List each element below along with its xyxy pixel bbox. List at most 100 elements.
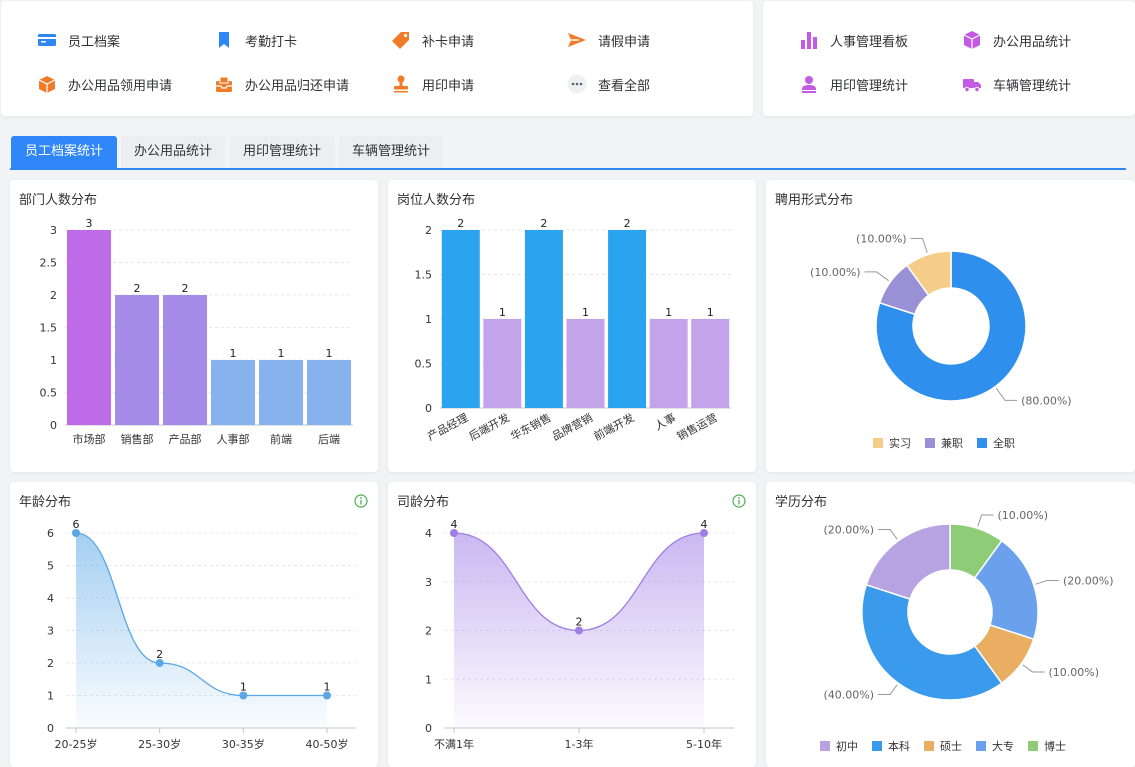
y-tick-label: 1 — [425, 313, 432, 326]
bar[interactable] — [163, 295, 207, 425]
stats-link-1[interactable]: 办公用品统计 — [961, 28, 1071, 52]
pie-slice[interactable] — [875, 250, 1027, 402]
legend-swatch — [872, 741, 882, 751]
slice-label: (20.00%) — [1063, 574, 1114, 587]
bar[interactable] — [115, 295, 159, 425]
label-leader — [878, 684, 898, 696]
bar[interactable] — [211, 360, 255, 425]
bar[interactable] — [649, 319, 688, 408]
bar[interactable] — [259, 360, 303, 425]
legend-swatch — [924, 741, 934, 751]
bar[interactable] — [441, 230, 480, 408]
employ-pie-chart: (80.00%) (10.00%) (10.00%) 实习 兼职 全职 — [810, 233, 1072, 450]
inbox-icon — [213, 73, 235, 95]
stats-link-2[interactable]: 用印管理统计 — [798, 72, 908, 96]
y-tick-label: 4 — [425, 527, 432, 540]
info-icon[interactable] — [732, 494, 746, 508]
slice-label: (20.00%) — [824, 523, 875, 536]
pie-slice[interactable] — [905, 250, 952, 297]
tab-office-supplies-stats[interactable]: 办公用品统计 — [121, 136, 225, 168]
x-tick-label: 人事部 — [217, 432, 250, 446]
legend-swatch — [925, 438, 935, 448]
stats-links-card: 人事管理看板 办公用品统计用印管理统计 车辆管理统计 — [763, 1, 1135, 116]
legend-swatch — [1028, 741, 1038, 751]
quick-link-4[interactable]: 办公用品领用申请 — [36, 72, 172, 96]
link-label: 车辆管理统计 — [993, 78, 1072, 94]
x-tick-label: 华东销售 — [508, 410, 553, 443]
bar[interactable] — [483, 319, 522, 408]
edu-pie-chart: (10.00%) (20.00%) (10.00%) (40.00%) (20.00%)… — [820, 509, 1114, 753]
tab-employee-stats[interactable]: 员工档案统计 — [11, 136, 117, 168]
quick-link-2[interactable]: 补卡申请 — [390, 28, 474, 52]
tab-vehicle-stats[interactable]: 车辆管理统计 — [339, 136, 443, 168]
stats-link-3[interactable]: 车辆管理统计 — [961, 72, 1071, 96]
info-icon[interactable] — [354, 494, 368, 508]
bar[interactable] — [67, 230, 111, 425]
legend-label[interactable]: 博士 — [1044, 740, 1066, 753]
data-label: 2 — [457, 217, 464, 230]
x-tick-label: 后端开发 — [466, 410, 511, 443]
legend-label[interactable]: 硕士 — [940, 740, 962, 753]
data-point[interactable] — [700, 529, 708, 537]
bar[interactable] — [691, 319, 730, 408]
data-point[interactable] — [323, 691, 331, 700]
data-point[interactable] — [575, 626, 583, 635]
data-label: 3 — [86, 217, 93, 230]
data-label: 2 — [576, 616, 583, 629]
stats-link-0[interactable]: 人事管理看板 — [798, 28, 908, 52]
employ-chart-card: 聘用形式分布 (80.00%) (10.00%) (10.00%) 实习 兼职 全职 — [766, 180, 1135, 472]
y-tick-label: 3 — [47, 625, 54, 638]
bar[interactable] — [566, 319, 605, 408]
pie-slice[interactable] — [865, 523, 951, 600]
legend-label[interactable]: 实习 — [889, 436, 911, 450]
legend-label[interactable]: 本科 — [888, 739, 910, 753]
x-tick-label: 后端 — [318, 433, 340, 446]
y-tick-label: 5 — [47, 560, 54, 573]
bar[interactable] — [608, 230, 647, 408]
quick-link-5[interactable]: 办公用品归还申请 — [213, 72, 349, 96]
bar[interactable] — [524, 230, 563, 408]
y-tick-label: 0 — [50, 419, 57, 432]
data-label: 2 — [134, 282, 141, 295]
x-tick-label: 产品经理 — [425, 410, 470, 443]
series-line — [75, 532, 327, 697]
x-tick-label: 25-30岁 — [138, 737, 181, 751]
quick-link-1[interactable]: 考勤打卡 — [213, 28, 297, 52]
y-tick-label: 2 — [50, 289, 57, 302]
bar[interactable] — [307, 360, 351, 425]
legend-label[interactable]: 初中 — [836, 739, 858, 753]
data-point[interactable] — [239, 691, 248, 700]
pie-slice[interactable] — [861, 583, 1003, 701]
pie-slice[interactable] — [973, 539, 1039, 641]
legend-label[interactable]: 大专 — [992, 739, 1014, 753]
tab-seal-stats[interactable]: 用印管理统计 — [230, 136, 334, 168]
quick-link-6[interactable]: 用印申请 — [390, 72, 474, 96]
legend-label[interactable]: 兼职 — [941, 437, 963, 450]
quick-link-0[interactable]: 员工档案 — [36, 28, 120, 52]
data-label: 2 — [624, 217, 631, 230]
legend-label[interactable]: 全职 — [993, 436, 1015, 450]
edu-chart-title: 学历分布 — [775, 495, 828, 510]
tenure-area-chart: 0 1 2 3 4 4 不满1年 2 1-3年 4 5-10年 — [425, 518, 734, 751]
y-tick-label: 2 — [425, 625, 432, 638]
tag-icon — [390, 29, 412, 51]
post-chart-card: 岗位人数分布 0 0.5 1 1.5 2 2 产品经理 1 后端开发 2 华东销售 1 品牌营销 2 前端开… — [388, 180, 756, 472]
x-tick-label: 市场部 — [73, 432, 106, 446]
tab-bar: 员工档案统计 办公用品统计 用印管理统计 车辆管理统计 — [10, 136, 1126, 170]
data-label: 4 — [701, 518, 708, 531]
data-point[interactable] — [155, 659, 164, 667]
data-label: 2 — [182, 282, 189, 295]
data-point[interactable] — [450, 529, 458, 537]
y-tick-label: 1 — [425, 673, 432, 686]
y-tick-label: 1 — [47, 690, 54, 703]
dept-chart-card: 部门人数分布 0 0.5 1 1.5 2 2.5 3 3 市场部 2 销售部 2 产品部 1 人事部 1 前端 1… — [10, 180, 378, 472]
quick-link-3[interactable]: 请假申请 — [566, 28, 650, 52]
y-tick-label: 2 — [47, 657, 54, 670]
data-label: 1 — [582, 306, 589, 319]
slice-label: (10.00%) — [856, 233, 907, 246]
link-label: 请假申请 — [598, 34, 651, 50]
data-point[interactable] — [72, 529, 80, 537]
label-leader — [864, 271, 889, 282]
send-icon — [566, 29, 588, 51]
quick-link-7[interactable]: 查看全部 — [566, 72, 650, 96]
